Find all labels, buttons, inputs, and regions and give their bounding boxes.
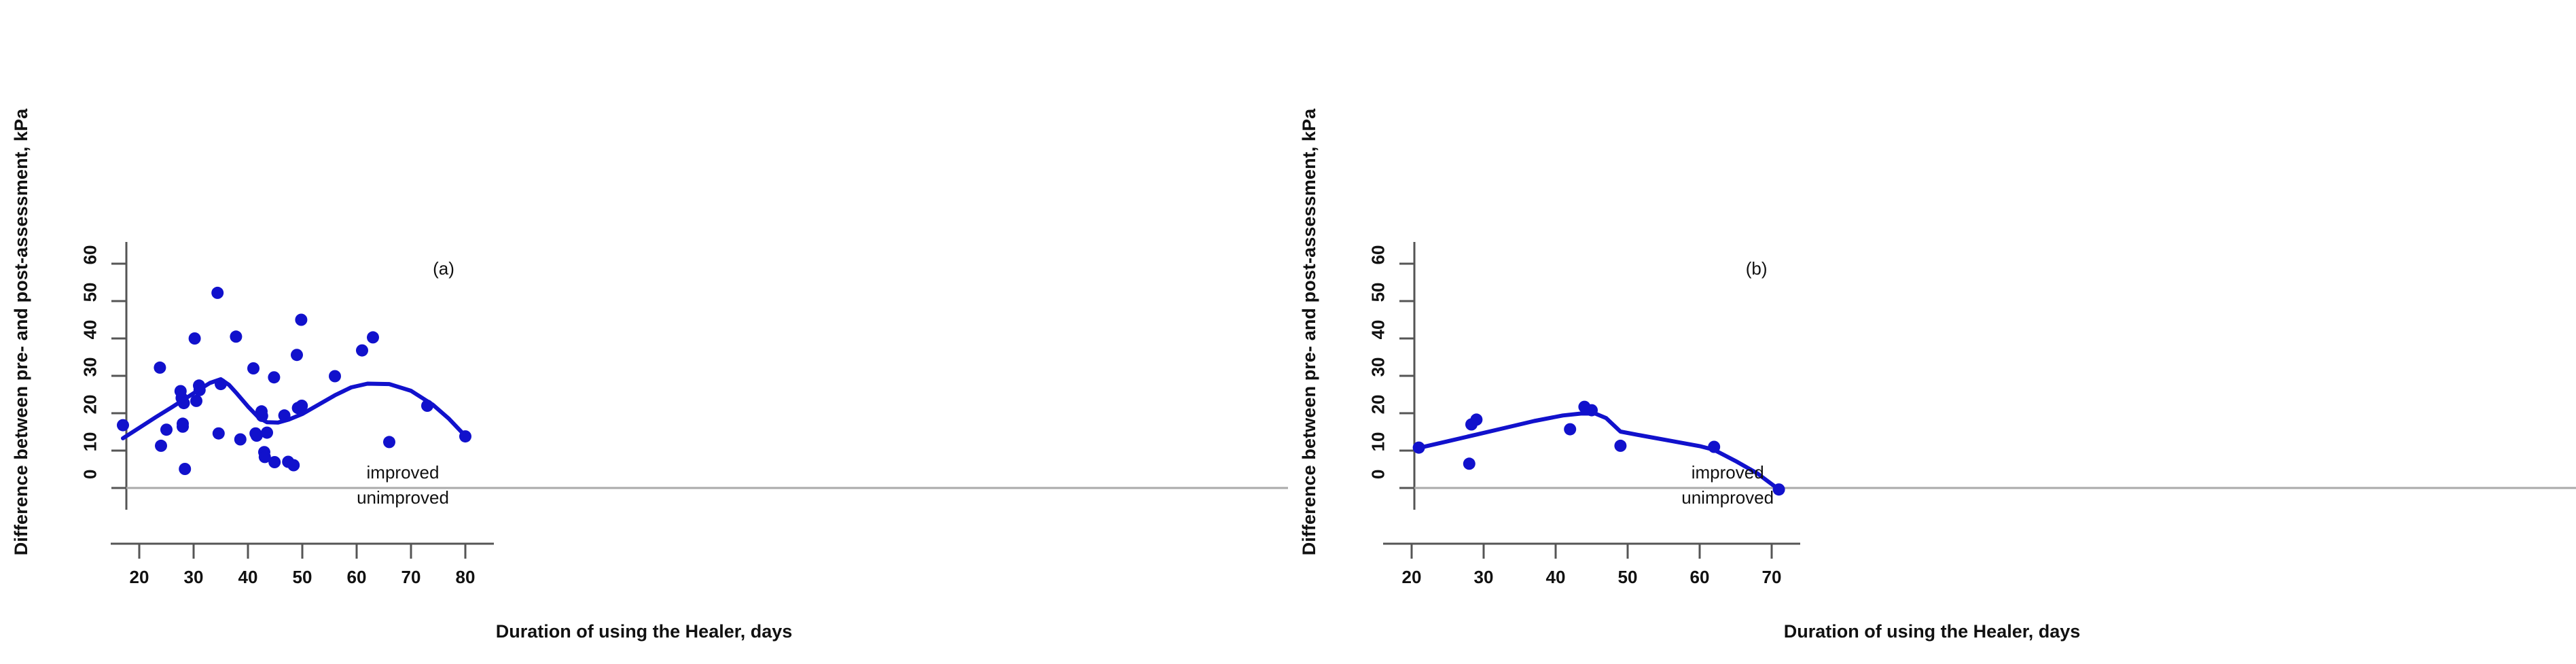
x-tick-label: 20 <box>129 567 149 587</box>
y-tick-label: 60 <box>79 245 101 265</box>
data-point <box>268 456 281 468</box>
plot-canvas-b <box>1383 242 2576 559</box>
zone-annotation: unimproved <box>357 487 449 508</box>
data-point <box>258 451 271 464</box>
data-point <box>1470 413 1483 426</box>
y-tick-label: 30 <box>79 357 101 377</box>
x-tick-label: 40 <box>1545 567 1566 587</box>
x-tick-label: 30 <box>183 567 204 587</box>
data-point <box>179 463 192 475</box>
data-point <box>247 362 260 374</box>
data-point <box>1564 423 1577 436</box>
zone-annotation: unimproved <box>1681 487 1774 508</box>
data-point <box>177 420 189 433</box>
data-point <box>234 433 247 446</box>
data-point <box>356 344 368 357</box>
data-point <box>1463 457 1475 470</box>
loess-trend-line <box>1416 411 1781 492</box>
y-tick-label: 40 <box>1367 319 1389 340</box>
y-tick-label: 0 <box>79 469 101 479</box>
loess-trend-line <box>121 377 467 440</box>
panel-label: (a) <box>433 258 454 279</box>
x-tick-label: 70 <box>401 567 421 587</box>
y-tick-label: 20 <box>1367 394 1389 415</box>
panel-a: Difference between pre- and post-assessm… <box>11 109 1288 642</box>
data-point <box>296 400 308 412</box>
data-point <box>329 370 341 383</box>
data-point <box>261 426 273 439</box>
plot-canvas-a <box>111 242 1288 559</box>
data-point <box>383 436 395 449</box>
data-point <box>250 430 263 442</box>
x-tick-label: 20 <box>1401 567 1422 587</box>
y-tick-label: 50 <box>79 282 101 302</box>
x-tick-label: 60 <box>346 567 367 587</box>
data-point <box>295 313 308 326</box>
data-point <box>155 439 167 452</box>
data-point <box>188 332 201 345</box>
x-tick-label: 70 <box>1761 567 1782 587</box>
data-point <box>268 371 281 384</box>
data-point <box>117 419 129 432</box>
data-point <box>291 349 303 362</box>
zone-annotation: improved <box>1691 461 1764 483</box>
data-point <box>190 394 202 407</box>
data-point <box>160 423 173 436</box>
x-tick-label: 60 <box>1689 567 1710 587</box>
y-tick-label: 60 <box>1367 245 1389 265</box>
y-tick-label: 40 <box>79 319 101 340</box>
x-axis-title-b: Duration of using the Healer, days <box>1783 621 2081 642</box>
y-tick-label: 0 <box>1367 469 1389 479</box>
y-tick-label: 20 <box>79 394 101 415</box>
zone-annotation: improved <box>366 461 440 483</box>
data-point <box>367 331 379 344</box>
x-tick-label: 80 <box>455 567 476 587</box>
y-tick-label: 10 <box>1367 432 1389 452</box>
data-point <box>211 286 224 299</box>
panel-b: Difference between pre- and post-assessm… <box>1288 0 2576 664</box>
data-point <box>212 427 225 440</box>
data-point <box>287 459 300 472</box>
x-tick-label: 40 <box>238 567 258 587</box>
data-point <box>154 361 166 374</box>
x-tick-label: 50 <box>292 567 312 587</box>
y-tick-label: 10 <box>79 432 101 452</box>
data-point <box>230 330 243 343</box>
x-axis-title-a: Duration of using the Healer, days <box>495 621 793 642</box>
data-point <box>1614 439 1627 452</box>
panel-label: (b) <box>1745 258 1768 279</box>
y-tick-label: 30 <box>1367 357 1389 377</box>
x-tick-label: 50 <box>1617 567 1638 587</box>
x-tick-label: 30 <box>1473 567 1494 587</box>
y-tick-label: 50 <box>1367 282 1389 302</box>
